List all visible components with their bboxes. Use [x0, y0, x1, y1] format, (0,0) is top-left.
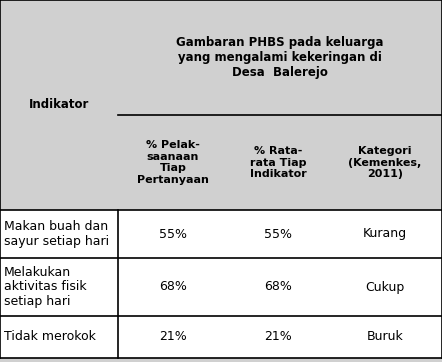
Text: Kategori
(Kemenkes,
2011): Kategori (Kemenkes, 2011)	[348, 146, 422, 179]
Text: 21%: 21%	[159, 331, 187, 344]
Text: Indikator: Indikator	[29, 98, 89, 111]
Text: 21%: 21%	[264, 331, 292, 344]
Text: Cukup: Cukup	[366, 281, 404, 294]
Text: % Pelak-
saanaan
Tiap
Pertanyaan: % Pelak- saanaan Tiap Pertanyaan	[137, 140, 209, 185]
Text: 55%: 55%	[159, 227, 187, 240]
Bar	[0, 210, 442, 358]
Text: 68%: 68%	[264, 281, 292, 294]
Text: Tidak merokok: Tidak merokok	[4, 331, 96, 344]
Text: 68%: 68%	[159, 281, 187, 294]
Text: % Rata-
rata Tiap
Indikator: % Rata- rata Tiap Indikator	[250, 146, 306, 179]
Text: Buruk: Buruk	[366, 331, 404, 344]
Text: Kurang: Kurang	[363, 227, 407, 240]
Text: 55%: 55%	[264, 227, 292, 240]
Text: Makan buah dan
sayur setiap hari: Makan buah dan sayur setiap hari	[4, 220, 109, 248]
Text: Gambaran PHBS pada keluarga
yang mengalami kekeringan di
Desa  Balerejo: Gambaran PHBS pada keluarga yang mengala…	[176, 36, 384, 79]
Text: Melakukan
aktivitas fisik
setiap hari: Melakukan aktivitas fisik setiap hari	[4, 265, 87, 308]
